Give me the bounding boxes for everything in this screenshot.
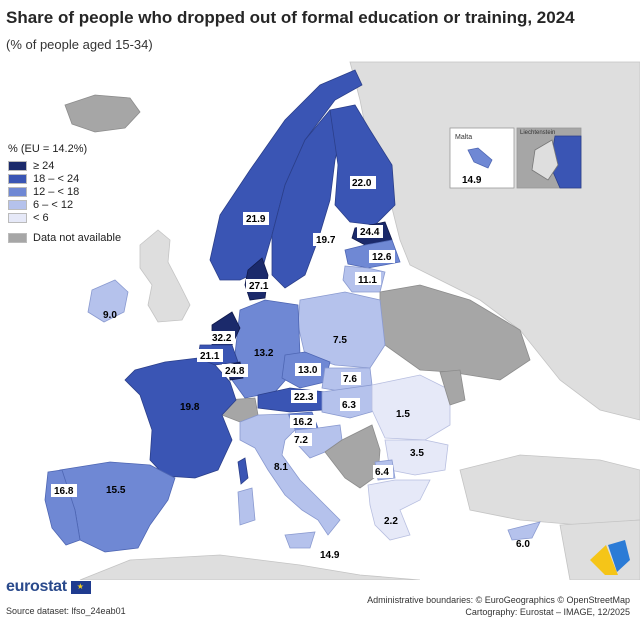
legend-label-5: < 6 — [33, 211, 49, 224]
value-luxembourg: 24.8 — [225, 366, 245, 377]
value-spain: 15.5 — [106, 485, 126, 496]
value-france: 19.8 — [180, 402, 200, 413]
value-greece: 2.2 — [384, 516, 398, 527]
value-bulgaria: 3.5 — [410, 448, 424, 459]
value-austria: 22.3 — [294, 392, 314, 403]
legend-swatch-na — [8, 232, 27, 243]
value-belgium: 21.1 — [200, 351, 220, 362]
value-hungary: 6.3 — [342, 400, 356, 411]
map-title: Share of people who dropped out of forma… — [6, 8, 575, 27]
value-finland: 22.0 — [352, 178, 372, 189]
inset-malta: Malta 14.9 — [449, 127, 515, 189]
region-iceland — [64, 94, 141, 133]
legend-item-na: Data not available — [8, 231, 121, 244]
region-uk — [139, 229, 191, 323]
eurostat-mark — [590, 540, 630, 575]
legend-label-3: 12 – < 18 — [33, 185, 80, 198]
value-lithuania: 11.1 — [358, 275, 377, 286]
value-cyprus: 6.0 — [516, 539, 530, 550]
value-malta: 14.9 — [462, 175, 482, 186]
region-ireland — [87, 279, 129, 323]
value-estonia: 24.4 — [360, 227, 380, 238]
legend-swatch-2 — [8, 173, 27, 184]
eurostat-wordmark: eurostat — [6, 578, 67, 595]
region-north-africa — [79, 554, 421, 580]
legend-title: % (EU = 14.2%) — [8, 143, 88, 155]
value-germany: 13.2 — [254, 348, 274, 359]
value-croatia: 7.2 — [294, 435, 308, 446]
region-corsica — [237, 457, 249, 485]
region-sardinia — [237, 487, 256, 526]
eu-flag-icon — [70, 580, 91, 594]
legend-label-4: 6 – < 12 — [33, 198, 74, 211]
legend-item-2: 18 – < 24 — [8, 172, 121, 185]
legend-swatch-3 — [8, 186, 27, 197]
legend-item-5: < 6 — [8, 211, 121, 224]
legend-swatch-4 — [8, 199, 27, 210]
legend-item-4: 6 – < 12 — [8, 198, 121, 211]
value-norway: 21.9 — [246, 214, 266, 225]
legend: % (EU = 14.2%) ≥ 24 18 – < 24 12 – < 18 … — [8, 143, 121, 244]
value-slovakia: 7.6 — [343, 374, 357, 385]
eurostat-logo: eurostat — [6, 578, 91, 596]
region-finland — [329, 104, 396, 226]
value-sweden: 19.7 — [316, 235, 336, 246]
value-portugal: 16.8 — [54, 486, 74, 497]
legend-label-1: ≥ 24 — [33, 159, 55, 172]
inset-malta-label: Malta — [455, 134, 472, 141]
region-sweden — [271, 109, 346, 289]
europe-map: Malta 14.9 Liechtenstein 22.0 19.7 21.9 … — [0, 58, 640, 580]
legend-swatch-1 — [8, 160, 27, 171]
region-moldova — [439, 369, 466, 406]
value-italy: 8.1 — [274, 462, 288, 473]
value-labels: 22.0 19.7 21.9 24.4 12.6 11.1 27.1 9.0 3… — [51, 176, 530, 561]
value-malta-main: 14.9 — [320, 550, 340, 561]
region-romania — [371, 374, 451, 441]
value-latvia: 12.6 — [372, 252, 392, 263]
region-sicily — [284, 531, 316, 549]
legend-label-2: 18 – < 24 — [33, 172, 80, 185]
source-note: Source dataset: lfso_24eab01 — [6, 606, 126, 616]
legend-label-na: Data not available — [33, 231, 122, 244]
region-cyprus — [507, 521, 541, 541]
value-slovenia: 16.2 — [293, 417, 313, 428]
value-denmark: 27.1 — [249, 281, 269, 292]
map-subtitle: (% of people aged 15-34) — [6, 37, 153, 52]
legend-item-3: 12 – < 18 — [8, 185, 121, 198]
boundaries-note: Administrative boundaries: © EuroGeograp… — [367, 595, 630, 605]
value-north-macedonia: 6.4 — [375, 467, 389, 478]
region-turkey — [459, 454, 640, 526]
value-romania: 1.5 — [396, 409, 410, 420]
inset-liechtenstein-label: Liechtenstein — [520, 130, 555, 136]
region-middle-east — [559, 519, 640, 580]
value-ireland: 9.0 — [103, 310, 117, 321]
value-netherlands: 32.2 — [212, 333, 232, 344]
value-czechia: 13.0 — [298, 365, 318, 376]
legend-item-1: ≥ 24 — [8, 159, 121, 172]
cartography-note: Cartography: Eurostat – IMAGE, 12/2025 — [465, 607, 630, 617]
region-greece — [367, 479, 431, 541]
value-poland: 7.5 — [333, 335, 347, 346]
inset-liechtenstein: Liechtenstein — [516, 127, 582, 189]
legend-swatch-5 — [8, 212, 27, 223]
